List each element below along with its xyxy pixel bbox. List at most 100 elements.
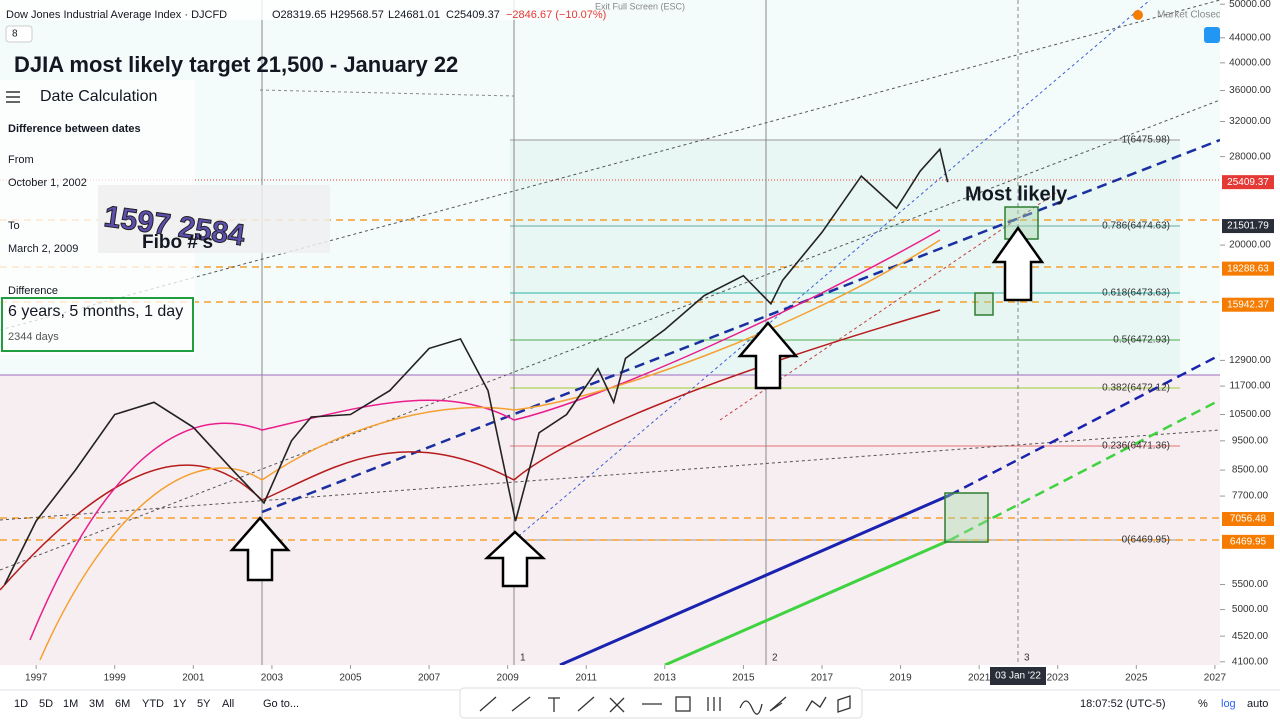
y-tick-label: 4100.00 [1232, 656, 1269, 667]
blue-channel [559, 493, 951, 667]
y-tick-label: 9500.00 [1232, 435, 1269, 446]
fib-label: 1(6475.98) [1122, 135, 1170, 146]
price-label: 7056.48 [1230, 514, 1267, 525]
x-tick-label: 1999 [104, 673, 127, 684]
x-tick-label: 2007 [418, 673, 441, 684]
price-label-box [1222, 175, 1274, 190]
fibo-label: Fibo #'s [142, 232, 213, 253]
auto-toggle[interactable]: auto [1247, 698, 1268, 710]
fibo-box [98, 185, 330, 253]
x-tick-label: 2027 [1204, 673, 1227, 684]
x-tick-label: 2009 [497, 673, 520, 684]
price-plot [3, 147, 949, 585]
ma-slow [39, 239, 941, 661]
drawing-toolbar [459, 687, 863, 719]
menu-icon[interactable] [6, 91, 20, 103]
range[interactable]: 3M [89, 698, 104, 710]
range[interactable]: All [222, 698, 234, 710]
range[interactable]: 1D [14, 698, 28, 710]
range[interactable]: 6M [115, 698, 130, 710]
x-tick-label: 2001 [182, 673, 205, 684]
panel-title: Date Calculation [40, 88, 157, 105]
settings-icon[interactable] [1204, 27, 1220, 43]
from-date[interactable]: October 1, 2002 [8, 177, 87, 189]
most-likely: Most likely [965, 183, 1068, 205]
price-label: 25409.37 [1227, 177, 1269, 188]
price-axis [1220, 0, 1280, 665]
log-toggle[interactable]: log [1221, 698, 1236, 710]
fib-label: 0.786(6474.63) [1102, 221, 1170, 232]
low: L24681.01 [388, 9, 440, 21]
crosshair-box [990, 667, 1046, 685]
market-status: Market Closed [1157, 10, 1221, 21]
price-label-box [1222, 297, 1274, 312]
fib-label: 0(6469.95) [1122, 535, 1170, 546]
to-label: To [8, 220, 20, 232]
change: −2846.67 (−10.07%) [506, 9, 606, 21]
fib-label: 0.5(6472.93) [1113, 335, 1170, 346]
close: C25409.37 [446, 9, 500, 21]
market-dot [1133, 10, 1143, 20]
y-tick-label: 12900.00 [1229, 355, 1271, 366]
price-label: 6469.95 [1230, 536, 1267, 547]
range[interactable]: 1Y [173, 698, 187, 710]
clock: 18:07:52 (UTC-5) [1080, 698, 1166, 710]
y-tick-label: 40000.00 [1229, 57, 1271, 68]
y-tick-label: 10500.00 [1229, 409, 1271, 420]
price-label-box [1222, 219, 1274, 234]
axes: 50000.00 44000.00 40000.00 36000.00 32000.00… [25, 0, 1274, 684]
x-tick-label: 2019 [889, 673, 912, 684]
y-tick-label: 4520.00 [1232, 631, 1269, 642]
diff-label: Difference [8, 285, 58, 297]
y-tick-label: 36000.00 [1229, 85, 1271, 96]
title: DJIA most likely target 21,500 - January… [14, 52, 458, 77]
y-tick-label: 28000.00 [1229, 151, 1271, 162]
mode[interactable]: Difference between dates [8, 123, 141, 135]
marker: 1 [520, 653, 526, 664]
x-tick-label: 2011 [575, 673, 597, 684]
diff-box [1, 297, 194, 352]
exit-fullscreen[interactable]: Exit Full Screen (ESC) [595, 1, 685, 11]
to-date[interactable]: March 2, 2009 [8, 243, 78, 255]
x-tick-label: 2023 [1047, 673, 1070, 684]
y-tick-label: 32000.00 [1229, 116, 1271, 127]
x-tick-label: 2015 [732, 673, 755, 684]
x-tick-label: 2003 [261, 673, 284, 684]
fib-label: 0.236(6471.36) [1102, 441, 1170, 452]
header-bg [0, 0, 600, 20]
fib-label: 0.618(6473.63) [1102, 288, 1170, 299]
diff: 6 years, 5 months, 1 day [8, 303, 183, 320]
y-tick-label: 50000.00 [1229, 0, 1271, 10]
price-label: 21501.79 [1227, 221, 1269, 232]
percent-toggle[interactable]: % [1198, 698, 1208, 710]
y-tick-label: 8500.00 [1232, 465, 1269, 476]
goto[interactable]: Go to... [263, 698, 299, 710]
open: O28319.65 [272, 9, 326, 21]
y-tick-label: 7700.00 [1232, 491, 1269, 502]
ma-mid [29, 229, 941, 641]
marker: 3 [1024, 653, 1030, 664]
crosshair-date: 03 Jan '22 [995, 671, 1041, 682]
lower-zone [0, 375, 1220, 665]
interval-box[interactable] [5, 25, 33, 43]
drawing-tools[interactable] [479, 695, 851, 715]
price-label: 15942.37 [1227, 299, 1269, 310]
x-tick-label: 2025 [1125, 673, 1148, 684]
range[interactable]: YTD [142, 698, 164, 710]
y-tick-label: 11700.00 [1230, 381, 1271, 392]
range[interactable]: 5Y [197, 698, 211, 710]
price-label: 18288.63 [1227, 263, 1269, 274]
x-tick-label: 2013 [654, 673, 677, 684]
green-channel-ext [949, 398, 1221, 542]
range[interactable]: 5D [39, 698, 53, 710]
high: H29568.57 [330, 9, 384, 21]
interval[interactable]: 8 [12, 29, 18, 40]
arrows [229, 225, 1045, 588]
y-tick-label: 20000.00 [1229, 240, 1271, 251]
y-tick-label: 5000.00 [1232, 604, 1269, 615]
fib-labels: 1(6475.98) 0.786(6474.63) 0.618(6473.63)… [1102, 135, 1170, 546]
range[interactable]: 1M [63, 698, 78, 710]
green-channel [664, 538, 951, 667]
